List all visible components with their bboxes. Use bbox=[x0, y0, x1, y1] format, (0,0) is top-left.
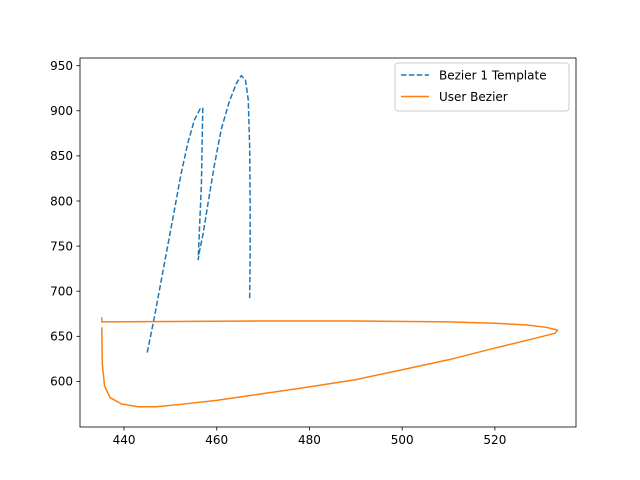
x-tick-label: 500 bbox=[391, 433, 414, 447]
y-tick-label: 850 bbox=[50, 149, 73, 163]
x-tick-label: 480 bbox=[298, 433, 321, 447]
series-line-1 bbox=[146, 74, 251, 353]
series-layer bbox=[101, 74, 559, 408]
axes-layer: 440 460 480 500 520 600 650 700 750 800 850 900 950 bbox=[50, 57, 577, 447]
y-tick-label: 800 bbox=[50, 194, 73, 208]
y-tick-label: 650 bbox=[50, 330, 73, 344]
legend: Bezier 1 Template User Bezier bbox=[394, 62, 570, 112]
legend-label-1: Bezier 1 Template bbox=[439, 68, 547, 82]
legend-label-2: User Bezier bbox=[439, 90, 508, 104]
y-tick-label: 600 bbox=[50, 375, 73, 389]
x-tick-label: 440 bbox=[113, 433, 136, 447]
y-tick-label: 900 bbox=[50, 104, 73, 118]
y-tick-label: 950 bbox=[50, 59, 73, 73]
y-tick-label: 750 bbox=[50, 239, 73, 253]
legend-box bbox=[394, 62, 570, 112]
x-tick-label: 520 bbox=[483, 433, 506, 447]
series-line-2 bbox=[101, 317, 559, 408]
y-tick-label: 700 bbox=[50, 285, 73, 299]
plot-area bbox=[80, 58, 576, 427]
axes-frame bbox=[79, 57, 577, 428]
x-tick-label: 460 bbox=[205, 433, 228, 447]
